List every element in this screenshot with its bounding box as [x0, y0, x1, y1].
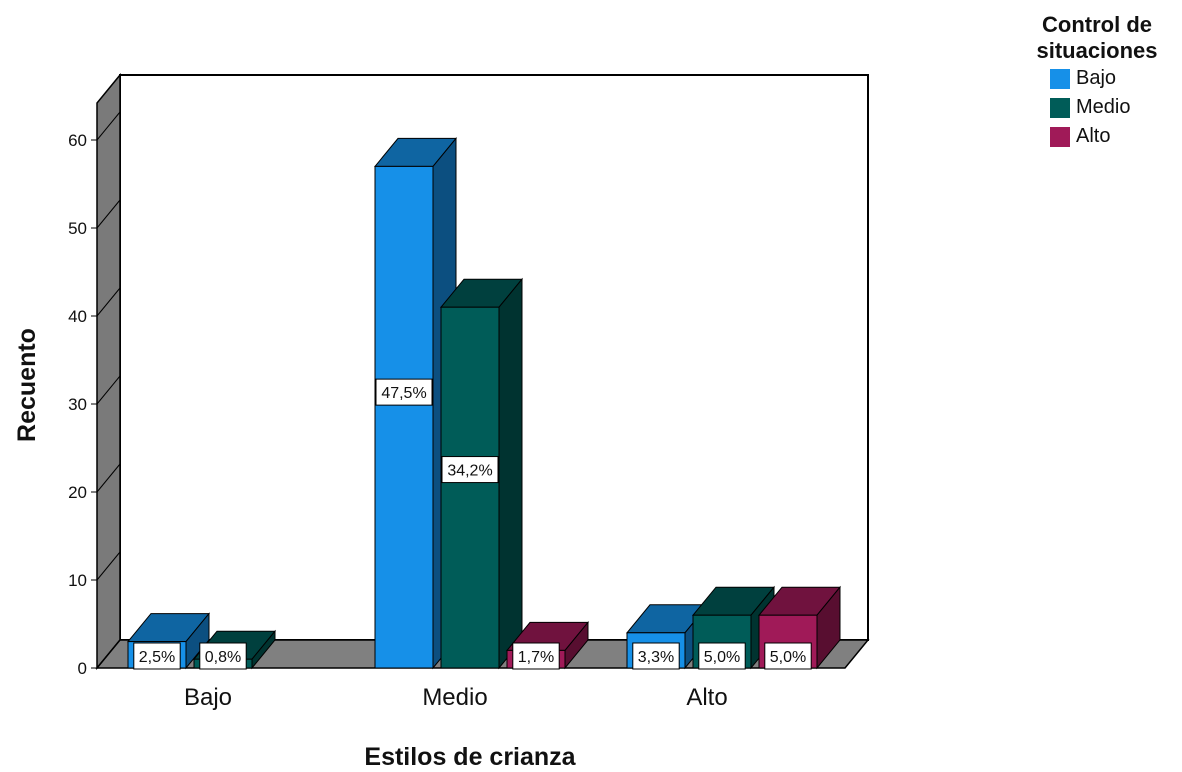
y-tick-label: 60 [68, 131, 87, 150]
data-label-box [632, 642, 680, 670]
data-label-box [375, 378, 433, 406]
y-axis-title: Recuento [13, 328, 41, 442]
legend-label: Bajo [1076, 67, 1117, 89]
legend: Control de situaciones Bajo Medio Alto [1012, 12, 1182, 151]
y-tick-label: 20 [68, 483, 87, 502]
bar-side [498, 277, 523, 670]
data-labels: 2,5% 0,8% 47,5% 34,2% 1,7% 3,3% 5,0% 5,0% [133, 378, 812, 670]
data-label: 0,8% [205, 649, 241, 666]
legend-label: Medio [1076, 96, 1131, 118]
y-tick-label: 30 [68, 395, 87, 414]
data-label-box [133, 642, 181, 670]
data-label: 5,0% [770, 649, 806, 666]
y-tick-label: 0 [78, 659, 87, 678]
data-label-box [764, 642, 812, 670]
legend-swatch [1050, 97, 1070, 118]
data-label: 5,0% [704, 649, 740, 666]
x-tick-label: Alto [686, 684, 727, 711]
x-tick-label: Bajo [184, 684, 232, 711]
data-label: 34,2% [447, 463, 492, 480]
y-tick-label: 40 [68, 307, 87, 326]
y-gridline [96, 639, 121, 669]
bar [440, 306, 500, 669]
bar [374, 165, 434, 669]
side-wall [96, 72, 121, 671]
y-gridline [96, 199, 121, 229]
legend-item-alto: Alto [1050, 122, 1182, 151]
data-label: 3,3% [638, 649, 674, 666]
bars-group [126, 137, 842, 670]
y-gridline [96, 463, 121, 493]
legend-title: Control de situaciones [1036, 12, 1158, 63]
y-gridline [96, 287, 121, 317]
data-label-box [698, 642, 746, 670]
data-label: 47,5% [381, 385, 426, 402]
y-gridline [96, 375, 121, 405]
y-gridline [96, 551, 121, 581]
x-axis-title: Estilos de crianza [364, 743, 576, 771]
legend-label: Alto [1076, 125, 1111, 147]
y-axis: 0 10 20 30 40 50 60 [68, 111, 121, 678]
y-gridline [96, 111, 121, 141]
legend-swatch [1050, 68, 1070, 89]
data-label-box [512, 642, 560, 670]
x-tick-label: Medio [422, 684, 487, 711]
data-label: 2,5% [139, 649, 175, 666]
data-label-box [441, 456, 499, 484]
legend-swatch [1050, 126, 1070, 147]
y-tick-label: 50 [68, 219, 87, 238]
x-axis: Bajo Medio Alto [184, 684, 728, 711]
data-label-box [199, 642, 247, 670]
legend-item-bajo: Bajo [1050, 64, 1182, 93]
y-tick-label: 10 [68, 571, 87, 590]
data-label: 1,7% [518, 649, 554, 666]
legend-item-medio: Medio [1050, 93, 1182, 122]
